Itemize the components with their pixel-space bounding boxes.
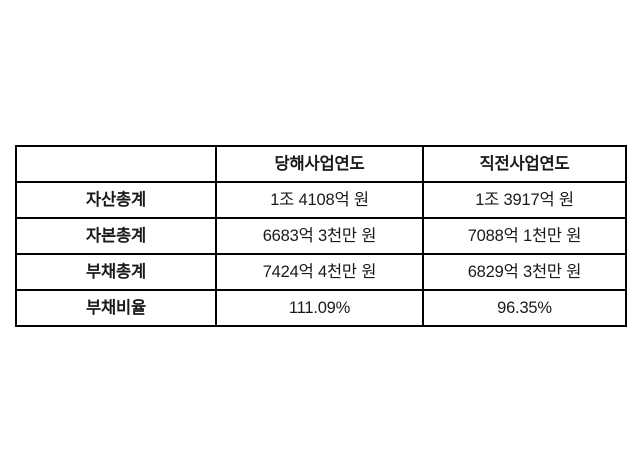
row-label-total-assets: 자산총계 <box>15 181 217 219</box>
cell-debt-ratio-previous-year: 96.35% <box>422 289 627 327</box>
row-label-total-equity: 자본총계 <box>15 217 217 255</box>
cell-total-assets-previous-year: 1조 3917억 원 <box>422 181 627 219</box>
row-label-debt-ratio: 부채비율 <box>15 289 217 327</box>
financial-summary-table: 당해사업연도 직전사업연도 자산총계 1조 4108억 원 1조 3917억 원… <box>15 145 627 327</box>
table-row: 자산총계 1조 4108억 원 1조 3917억 원 <box>15 181 627 219</box>
cell-total-assets-current-year: 1조 4108억 원 <box>215 181 424 219</box>
table-row: 자본총계 6683억 3천만 원 7088억 1천만 원 <box>15 217 627 255</box>
row-label-total-liabilities: 부채총계 <box>15 253 217 291</box>
cell-total-liabilities-previous-year: 6829억 3천만 원 <box>422 253 627 291</box>
cell-total-equity-current-year: 6683억 3천만 원 <box>215 217 424 255</box>
table-body: 자산총계 1조 4108억 원 1조 3917억 원 자본총계 6683억 3천… <box>15 181 627 327</box>
table-corner-blank-cell <box>15 145 217 183</box>
table-header-row: 당해사업연도 직전사업연도 <box>15 145 627 183</box>
financial-summary-table-container: 당해사업연도 직전사업연도 자산총계 1조 4108억 원 1조 3917억 원… <box>15 145 627 327</box>
cell-total-liabilities-current-year: 7424억 4천만 원 <box>215 253 424 291</box>
table-row: 부채총계 7424억 4천만 원 6829억 3천만 원 <box>15 253 627 291</box>
column-header-previous-year: 직전사업연도 <box>422 145 627 183</box>
table-row: 부채비율 111.09% 96.35% <box>15 289 627 327</box>
column-header-current-year: 당해사업연도 <box>215 145 424 183</box>
cell-total-equity-previous-year: 7088억 1천만 원 <box>422 217 627 255</box>
cell-debt-ratio-current-year: 111.09% <box>215 289 424 327</box>
table-header: 당해사업연도 직전사업연도 <box>15 145 627 183</box>
